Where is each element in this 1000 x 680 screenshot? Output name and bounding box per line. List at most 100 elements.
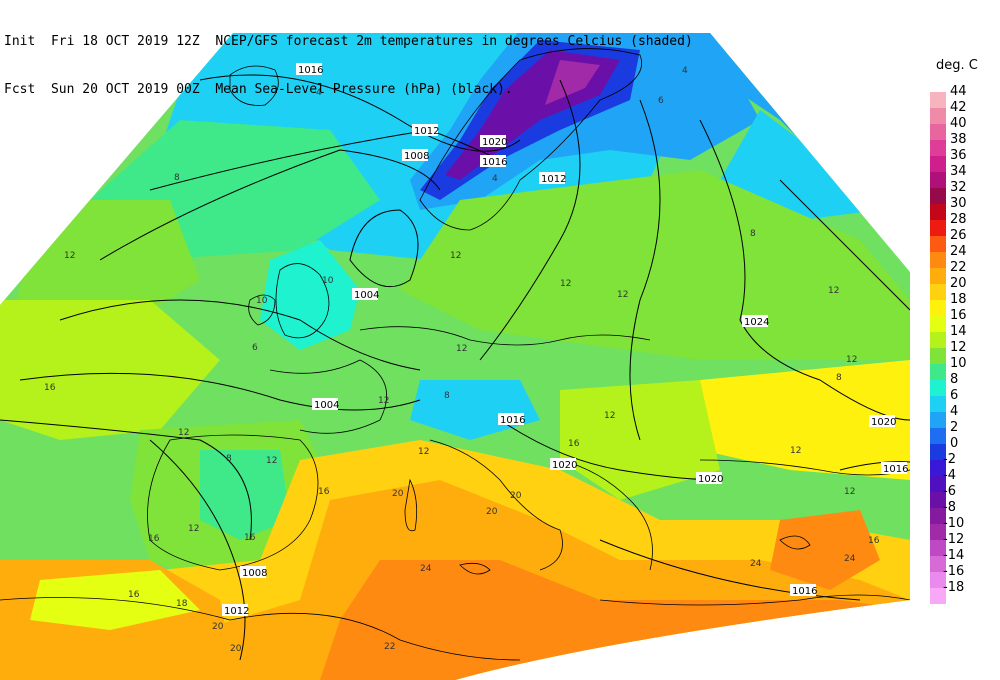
svg-text:1024: 1024: [744, 317, 769, 328]
pressure-label: 1012: [222, 604, 249, 617]
legend-swatch: [930, 396, 946, 412]
pressure-label: 1024: [742, 315, 769, 328]
legend-swatch: [930, 124, 946, 140]
legend-label: -16: [943, 564, 965, 579]
pressure-label: 1016: [790, 584, 817, 597]
svg-text:1016: 1016: [883, 464, 908, 475]
legend-swatch: [930, 140, 946, 156]
pressure-label: 1020: [696, 472, 723, 485]
legend-swatch: [930, 524, 946, 540]
pressure-label: 1016: [881, 462, 908, 475]
pressure-label: 1020: [869, 415, 896, 428]
temperature-label: 10: [256, 296, 268, 306]
legend-label: 20: [950, 276, 967, 291]
legend-swatch: [930, 252, 946, 268]
pressure-label: 1012: [412, 124, 439, 137]
legend-item: 4: [930, 404, 996, 428]
svg-text:1012: 1012: [414, 126, 439, 137]
legend-item: 26: [930, 228, 996, 252]
legend-swatch: [930, 348, 946, 364]
legend-swatch: [930, 236, 946, 252]
legend-item: -6: [930, 484, 996, 508]
legend-item: -18: [930, 580, 996, 604]
temperature-label: 16: [128, 590, 140, 600]
legend-label: 42: [950, 100, 967, 115]
pressure-label: 1016: [480, 155, 507, 168]
legend-item: 6: [930, 388, 996, 412]
temperature-label: 16: [868, 536, 880, 546]
legend-item: 24: [930, 244, 996, 268]
legend-item: 30: [930, 196, 996, 220]
temperature-label: 20: [510, 491, 522, 501]
temperature-label: 12: [560, 279, 571, 289]
temperature-label: 12: [828, 286, 839, 296]
legend-item: 22: [930, 260, 996, 284]
legend-swatch: [930, 156, 946, 172]
legend-label: 12: [950, 340, 967, 355]
temperature-label: 8: [836, 373, 842, 383]
svg-text:1012: 1012: [224, 606, 249, 617]
legend-item: 36: [930, 148, 996, 172]
temperature-label: 12: [188, 524, 199, 534]
svg-text:1004: 1004: [354, 290, 379, 301]
legend-swatch: [930, 92, 946, 108]
legend-label: 44: [950, 84, 967, 99]
map-header: Init Fri 18 OCT 2019 12Z NCEP/GFS foreca…: [4, 2, 693, 114]
legend-item: -16: [930, 564, 996, 588]
legend-label: -4: [943, 468, 956, 483]
temperature-label: 8: [750, 229, 756, 239]
legend-item: 40: [930, 116, 996, 140]
legend-label: 2: [950, 420, 959, 435]
legend-swatch: [930, 364, 946, 380]
legend-swatch: [930, 412, 946, 428]
legend-label: 38: [950, 132, 967, 147]
legend-label: 36: [950, 148, 967, 163]
legend-label: 8: [950, 372, 959, 387]
legend-item: 18: [930, 292, 996, 316]
legend-swatch: [930, 444, 946, 460]
legend-title: deg. C: [936, 58, 978, 73]
legend-swatch: [930, 220, 946, 236]
temperature-label: 12: [266, 456, 277, 466]
pressure-label: 1016: [498, 413, 525, 426]
legend-swatch: [930, 540, 946, 556]
legend-swatch: [930, 572, 946, 588]
temperature-label: 20: [392, 489, 404, 499]
legend-swatch: [930, 300, 946, 316]
legend-item: 0: [930, 436, 996, 460]
legend-swatch: [930, 268, 946, 284]
legend-item: -2: [930, 452, 996, 476]
fcst-label: Fcst: [4, 82, 36, 97]
pressure-label: 1020: [480, 135, 507, 148]
temperature-label: 10: [322, 276, 334, 286]
legend-label: 24: [950, 244, 967, 259]
temperature-label: 12: [178, 428, 189, 438]
header-description-line2: Mean Sea-Level Pressure (hPa) (black).: [215, 82, 513, 97]
temperature-label: 16: [568, 439, 580, 449]
legend-label: 26: [950, 228, 967, 243]
legend-label: 32: [950, 180, 967, 195]
legend-label: 34: [950, 164, 967, 179]
temperature-label: 12: [64, 251, 75, 261]
legend-label: 16: [950, 308, 967, 323]
legend-label: 30: [950, 196, 967, 211]
temperature-label: 20: [230, 644, 242, 654]
legend-label: 10: [950, 356, 967, 371]
temperature-label: 16: [318, 487, 330, 497]
legend-swatch: [930, 556, 946, 572]
temperature-label: 12: [844, 487, 855, 497]
init-time: Fri 18 OCT 2019 12Z: [50, 34, 200, 49]
svg-text:1008: 1008: [242, 568, 267, 579]
svg-text:1016: 1016: [482, 157, 507, 168]
init-label: Init: [4, 34, 36, 49]
temperature-label: 20: [486, 507, 498, 517]
legend-label: 4: [950, 404, 959, 419]
temperature-label: 6: [658, 96, 664, 106]
pressure-label: 1008: [402, 149, 429, 162]
temperature-label: 24: [420, 564, 432, 574]
svg-text:1016: 1016: [298, 65, 323, 76]
svg-text:1012: 1012: [541, 174, 566, 185]
legend-item: 2: [930, 420, 996, 444]
svg-text:1020: 1020: [871, 417, 896, 428]
temperature-label: 12: [790, 446, 801, 456]
